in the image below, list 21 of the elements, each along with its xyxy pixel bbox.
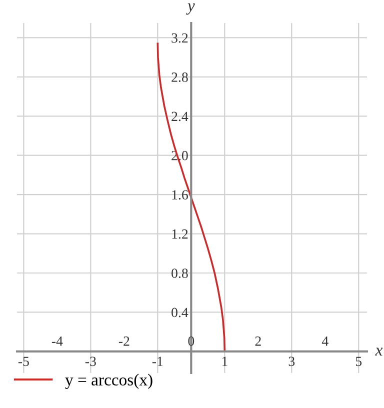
x-tick-label: 1 [222, 356, 228, 366]
y-tick-label: 1.6 [172, 190, 188, 200]
x2-tick-label: 2 [255, 336, 261, 346]
x-tick-label: -3 [85, 356, 96, 366]
y-tick-label: 0.4 [172, 308, 188, 318]
y-tick-label: 1.2 [172, 229, 188, 239]
y-axis-title: y [186, 3, 195, 15]
x2-tick-label: -2 [118, 336, 130, 346]
x2-tick-label: -4 [52, 336, 63, 346]
x-tick-label: 3 [288, 356, 295, 366]
line-series [156, 42, 226, 352]
y-tick-label: 3.2 [172, 33, 188, 43]
x-tick-label: -5 [18, 356, 29, 366]
x2-tick-label: 4 [322, 336, 328, 346]
y-tick-label: 2.8 [172, 72, 188, 82]
y-tick-label: 0.8 [172, 268, 188, 278]
legend-label: y = arccos(x) [65, 374, 152, 389]
x-tick-label: -1 [152, 356, 163, 366]
x-axis-title: x [375, 348, 383, 356]
y-tick-label: 2.4 [172, 112, 188, 122]
x-tick-label: 5 [356, 356, 362, 366]
